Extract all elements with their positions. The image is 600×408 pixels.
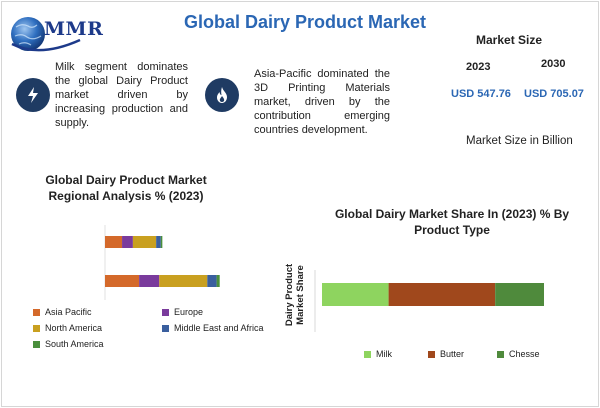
product-bar-segment: [388, 283, 496, 306]
legend-label: Butter: [440, 349, 465, 359]
product-chart-title-line: Global Dairy Market Share In (2023) % By: [334, 207, 570, 221]
y-axis-label-line: Dairy Product: [284, 263, 295, 326]
legend-label: Chesse: [509, 349, 540, 359]
legend-swatch: [33, 340, 40, 348]
market-size-value-2030: USD 705.07: [524, 88, 584, 100]
legend-item: Asia Pacific: [33, 307, 92, 317]
legend-swatch: [497, 350, 504, 358]
regional-bar-segment: [156, 236, 161, 248]
regional-bar-segment: [207, 275, 217, 287]
product-chart-title: Global Dairy Market Share In (2023) % By…: [322, 206, 582, 238]
regional-chart-title: Global Dairy Product Market Regional Ana…: [30, 172, 222, 204]
legend-item: Middle East and Africa: [162, 323, 264, 333]
legend-swatch: [162, 324, 169, 332]
flame-icon: [205, 78, 239, 112]
market-size-value-2023: USD 547.76: [451, 88, 511, 100]
market-size-year-2030: 2030: [541, 58, 566, 70]
product-chart-y-axis-label: Dairy Product Market Share: [284, 263, 306, 326]
product-stacked-bar-chart: [314, 270, 544, 332]
regional-bar-segment: [160, 236, 163, 248]
regional-stacked-bar-chart: [104, 225, 220, 300]
legend-swatch: [428, 350, 435, 358]
mmr-logo: [11, 17, 81, 52]
regional-bar-segment: [122, 236, 133, 248]
regional-bar-segment: [216, 275, 220, 287]
legend-label: Europe: [174, 307, 204, 317]
legend-label: South America: [45, 339, 104, 349]
highlight-asia-pacific: Asia-Pacific dominated the 3D Printing M…: [254, 68, 390, 136]
product-bar-segment: [322, 283, 389, 306]
regional-bar-segment: [105, 275, 140, 287]
legend-item: Europe: [162, 307, 203, 317]
logo-text: MMR: [44, 18, 104, 40]
page-title: Global Dairy Product Market: [183, 12, 427, 32]
regional-chart-title-line: Regional Analysis % (2023): [48, 189, 204, 203]
lightning-bolt-icon: [16, 78, 50, 112]
regional-chart-title-line: Global Dairy Product Market: [45, 173, 207, 187]
legend-label: Milk: [376, 349, 392, 359]
legend-item: Butter: [428, 349, 464, 359]
regional-bar-segment: [132, 236, 157, 248]
legend-swatch: [162, 308, 169, 316]
legend-swatch: [33, 308, 40, 316]
regional-bar-segment: [105, 236, 123, 248]
legend-label: Asia Pacific: [45, 307, 92, 317]
legend-swatch: [33, 324, 40, 332]
product-chart-title-line: Product Type: [414, 223, 490, 237]
legend-label: Middle East and Africa: [174, 323, 264, 333]
legend-item: South America: [33, 339, 104, 349]
highlight-milk-segment: Milk segment dominates the global Dairy …: [55, 61, 188, 129]
legend-item: Milk: [364, 349, 392, 359]
market-size-unit-label: Market Size in Billion: [466, 135, 573, 147]
market-size-year-2023: 2023: [466, 61, 491, 73]
regional-bar-segment: [159, 275, 208, 287]
market-size-heading: Market Size: [476, 33, 543, 47]
legend-item: Chesse: [497, 349, 540, 359]
legend-label: North America: [45, 323, 103, 333]
regional-bar-segment: [139, 275, 160, 287]
y-axis-label-line: Market Share: [295, 265, 306, 325]
legend-swatch: [364, 350, 371, 358]
legend-item: North America: [33, 323, 102, 333]
product-bar-segment: [495, 283, 544, 306]
